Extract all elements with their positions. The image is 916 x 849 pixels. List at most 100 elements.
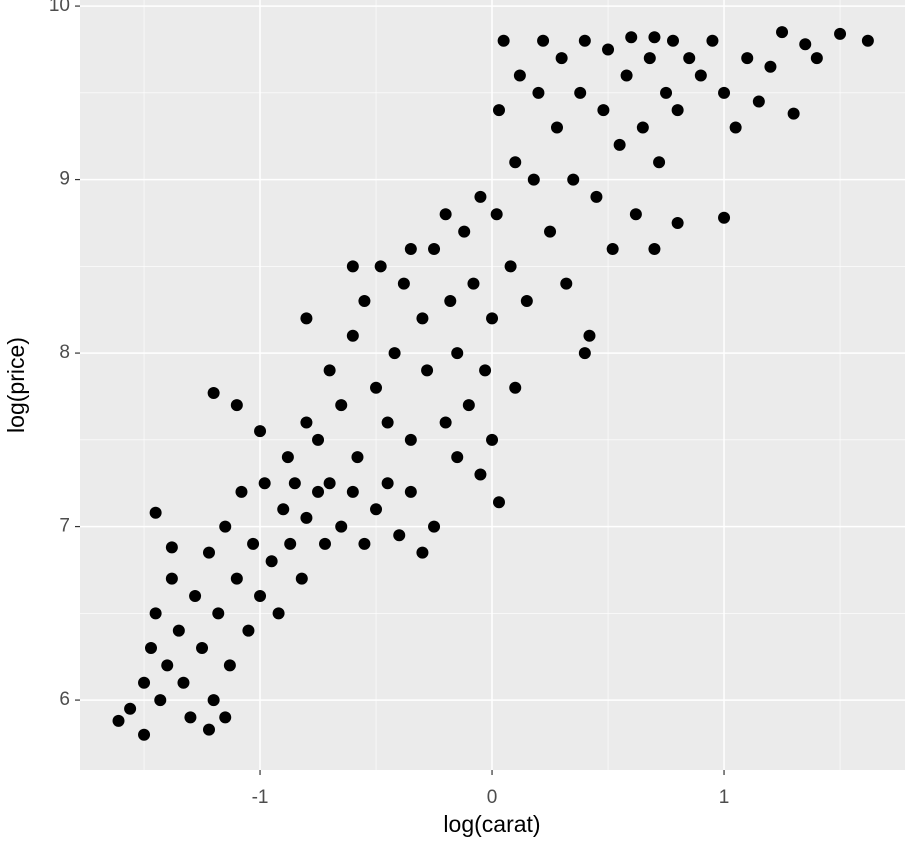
point — [184, 711, 197, 724]
point — [574, 86, 587, 99]
point — [509, 156, 522, 169]
point — [144, 642, 157, 655]
point — [620, 69, 633, 82]
point — [467, 277, 480, 290]
point — [490, 208, 503, 221]
y-tick-label: 10 — [49, 0, 70, 16]
point — [335, 520, 348, 533]
point — [223, 659, 236, 672]
point — [799, 38, 812, 51]
point — [741, 52, 754, 65]
point — [567, 173, 580, 186]
point — [764, 60, 777, 73]
point — [597, 104, 610, 117]
y-tick-label: 6 — [59, 689, 70, 710]
point — [671, 104, 684, 117]
point — [189, 589, 202, 602]
x-tick-label: -1 — [252, 787, 269, 808]
x-tick-label: 1 — [719, 787, 730, 808]
point — [254, 589, 267, 602]
point — [752, 95, 765, 108]
point — [492, 104, 505, 117]
point — [583, 329, 596, 342]
point — [254, 425, 267, 438]
point — [207, 386, 220, 399]
point — [235, 485, 248, 498]
point — [138, 728, 151, 741]
point — [172, 624, 185, 637]
point — [358, 295, 371, 308]
point — [787, 107, 800, 120]
point — [444, 295, 457, 308]
point — [219, 711, 232, 724]
point — [439, 416, 452, 429]
point — [346, 485, 359, 498]
point — [606, 242, 619, 255]
point — [295, 572, 308, 585]
point — [666, 34, 679, 47]
point — [439, 208, 452, 221]
point — [388, 347, 401, 360]
point — [537, 34, 550, 47]
point — [492, 496, 505, 509]
point — [486, 433, 499, 446]
point — [281, 451, 294, 464]
point — [404, 485, 417, 498]
point — [428, 242, 441, 255]
point — [683, 52, 696, 65]
point — [555, 52, 568, 65]
point — [421, 364, 434, 377]
point — [335, 399, 348, 412]
y-tick-label: 7 — [59, 516, 70, 537]
point — [312, 485, 325, 498]
point — [474, 190, 487, 203]
point — [694, 69, 707, 82]
point — [300, 511, 313, 524]
point — [138, 676, 151, 689]
point — [177, 676, 190, 689]
point — [242, 624, 255, 637]
point — [300, 312, 313, 325]
point — [318, 537, 331, 550]
point — [629, 208, 642, 221]
point — [381, 477, 394, 490]
y-tick-label: 9 — [59, 169, 70, 190]
point — [277, 503, 290, 516]
point — [776, 26, 789, 39]
x-axis-title: log(carat) — [443, 811, 540, 837]
point — [718, 86, 731, 99]
point — [416, 546, 429, 559]
point — [861, 34, 874, 47]
point — [212, 607, 225, 620]
point — [272, 607, 285, 620]
point — [219, 520, 232, 533]
x-tick-label: 0 — [487, 787, 498, 808]
point — [346, 260, 359, 273]
point — [323, 477, 336, 490]
point — [653, 156, 666, 169]
point — [520, 295, 533, 308]
point — [351, 451, 364, 464]
point — [112, 714, 125, 727]
point — [513, 69, 526, 82]
point — [265, 555, 278, 568]
point — [544, 225, 557, 238]
point — [834, 27, 847, 40]
point — [149, 607, 162, 620]
point — [370, 381, 383, 394]
point — [230, 572, 243, 585]
point — [660, 86, 673, 99]
point — [393, 529, 406, 542]
point — [810, 52, 823, 65]
point — [474, 468, 487, 481]
point — [578, 34, 591, 47]
point — [404, 242, 417, 255]
point — [509, 381, 522, 394]
point — [247, 537, 260, 550]
point — [527, 173, 540, 186]
point — [729, 121, 742, 134]
point — [202, 546, 215, 559]
point — [550, 121, 563, 134]
